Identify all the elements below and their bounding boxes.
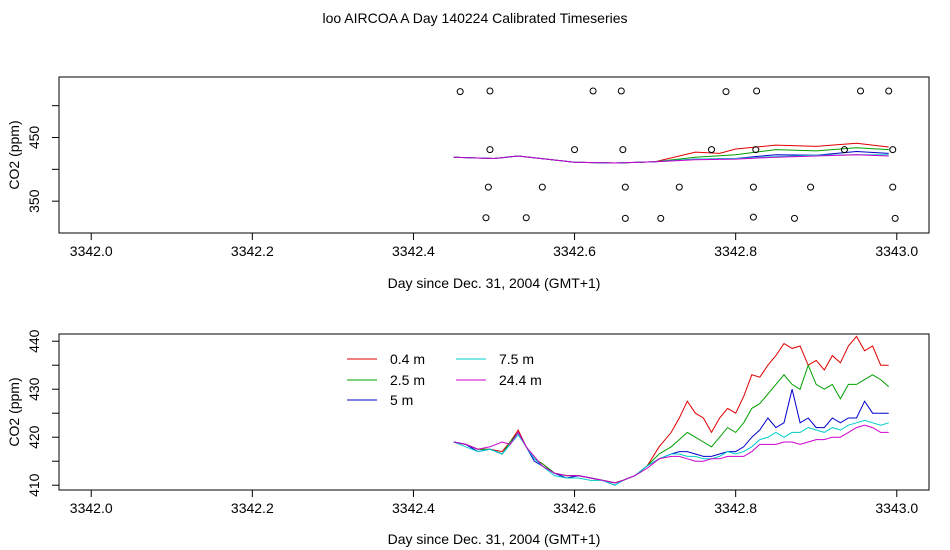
legend-label-0-4-m: 0.4 m — [390, 351, 425, 367]
bottom-y-tick-label: 420 — [26, 425, 42, 449]
top-data-point — [807, 183, 815, 191]
top-x-tick-label: 3342.2 — [231, 243, 274, 259]
top-x-tick-label: 3343.0 — [875, 243, 918, 259]
top-data-point — [749, 213, 757, 221]
bottom-series-line-24-4-m — [453, 424, 889, 484]
bottom-x-tick-label: 3342.6 — [553, 500, 596, 516]
top-data-point — [752, 146, 760, 154]
top-data-point — [722, 88, 730, 96]
bottom-x-tick-label: 3342.0 — [70, 500, 113, 516]
bottom-series-line-5-m — [453, 389, 889, 486]
bottom-x-tick-label: 3342.4 — [392, 500, 435, 516]
legend-label-7-5-m: 7.5 m — [499, 351, 534, 367]
top-y-tick-label: 350 — [26, 189, 42, 213]
top-series-line-4 — [453, 154, 889, 164]
top-data-point — [857, 87, 865, 95]
bottom-x-tick-label: 3342.2 — [231, 500, 274, 516]
top-x-axis: 3342.0 3342.2 3342.4 3342.6 3342.8 3343.0 — [70, 233, 918, 259]
bottom-plot-frame — [58, 333, 930, 491]
top-data-point — [889, 146, 897, 154]
top-x-tick-label: 3342.4 — [392, 243, 435, 259]
top-data-point — [621, 214, 629, 222]
top-x-tick-label: 3342.8 — [714, 243, 757, 259]
bottom-y-axis-label: CO2 (ppm) — [6, 377, 22, 446]
top-data-point — [486, 146, 494, 154]
top-data-point — [657, 214, 665, 222]
top-data-point — [889, 183, 897, 191]
top-data-point — [621, 183, 629, 191]
bottom-y-tick-label: 430 — [26, 377, 42, 401]
bottom-x-axis-label: Day since Dec. 31, 2004 (GMT+1) — [388, 531, 601, 547]
top-data-point — [790, 214, 798, 222]
top-data-point — [482, 214, 490, 222]
top-data-point — [617, 87, 625, 95]
legend-label-5-m: 5 m — [390, 392, 413, 408]
bottom-y-tick-label: 440 — [26, 329, 42, 353]
top-data-point — [885, 87, 893, 95]
top-series-group — [453, 142, 889, 164]
bottom-y-tick-label: 410 — [26, 473, 42, 497]
top-data-point — [484, 183, 492, 191]
bottom-x-tick-label: 3343.0 — [875, 500, 918, 516]
top-data-point — [891, 214, 899, 222]
top-data-point — [708, 146, 715, 154]
top-data-point — [619, 146, 627, 154]
bottom-x-axis: 3342.0 3342.2 3342.4 3342.6 3342.8 3343.0 — [70, 490, 918, 516]
figure-title: loo AIRCOA A Day 140224 Calibrated Times… — [322, 10, 628, 26]
top-data-point — [538, 183, 546, 191]
top-data-point — [522, 214, 530, 222]
top-y-axis-label: CO2 (ppm) — [6, 120, 22, 189]
legend-label-24-4-m: 24.4 m — [499, 372, 542, 388]
legend: 0.4 m 2.5 m 5 m 7.5 m 24.4 m — [347, 351, 542, 408]
top-x-axis-label: Day since Dec. 31, 2004 (GMT+1) — [388, 275, 601, 291]
top-y-axis: 350 450 — [26, 105, 59, 213]
top-data-point — [749, 183, 757, 191]
top-data-point — [753, 87, 761, 95]
top-points-group — [456, 87, 899, 222]
top-data-point — [675, 183, 683, 191]
bottom-series-line-7-5-m — [453, 419, 889, 486]
legend-label-2-5-m: 2.5 m — [390, 372, 425, 388]
bottom-panel: 3342.0 3342.2 3342.4 3342.6 3342.8 3343.0 410… — [6, 329, 930, 547]
top-data-point — [456, 88, 464, 96]
top-data-point — [840, 146, 848, 154]
bottom-y-axis: 410 420 430 440 — [26, 329, 59, 497]
top-x-tick-label: 3342.6 — [553, 243, 596, 259]
top-data-point — [571, 146, 579, 154]
top-plot-frame — [58, 76, 930, 234]
top-x-tick-label: 3342.0 — [70, 243, 113, 259]
top-panel: 3342.0 3342.2 3342.4 3342.6 3342.8 3343.0 350… — [6, 76, 930, 291]
top-data-point — [486, 87, 494, 95]
bottom-series-group — [453, 335, 890, 486]
top-y-tick-label: 450 — [26, 126, 42, 150]
top-data-point — [589, 87, 597, 95]
bottom-x-tick-label: 3342.8 — [714, 500, 757, 516]
